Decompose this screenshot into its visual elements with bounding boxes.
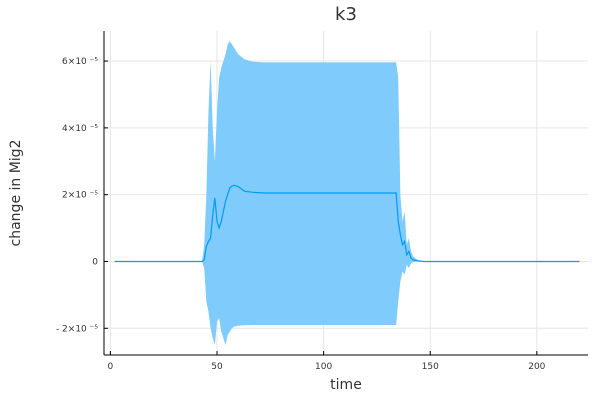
x-tick-label: 100 <box>315 362 332 372</box>
chart-title: k3 <box>335 4 357 25</box>
y-tick-label: 4×10 ⁻⁵ <box>62 124 98 134</box>
y-ticks: - 2×10 ⁻⁵ 0 2×10 ⁻⁵ 4×10 ⁻⁵ 6×10 ⁻⁵ <box>56 57 108 334</box>
x-tick-label: 50 <box>211 362 223 372</box>
y-axis-label: change in Mig2 <box>8 140 24 247</box>
y-tick-label: 2×10 ⁻⁵ <box>62 191 98 201</box>
x-axis-label: time <box>330 377 362 393</box>
y-tick-label: 6×10 ⁻⁵ <box>62 57 98 67</box>
x-tick-label: 150 <box>422 362 439 372</box>
y-tick-label: 0 <box>92 257 98 267</box>
x-ticks: 0 50 100 150 200 <box>108 351 546 372</box>
x-tick-label: 0 <box>108 362 114 372</box>
axes <box>103 31 588 356</box>
x-tick-label: 200 <box>528 362 545 372</box>
series-line <box>114 184 580 263</box>
y-tick-label: - 2×10 ⁻⁵ <box>56 324 98 334</box>
